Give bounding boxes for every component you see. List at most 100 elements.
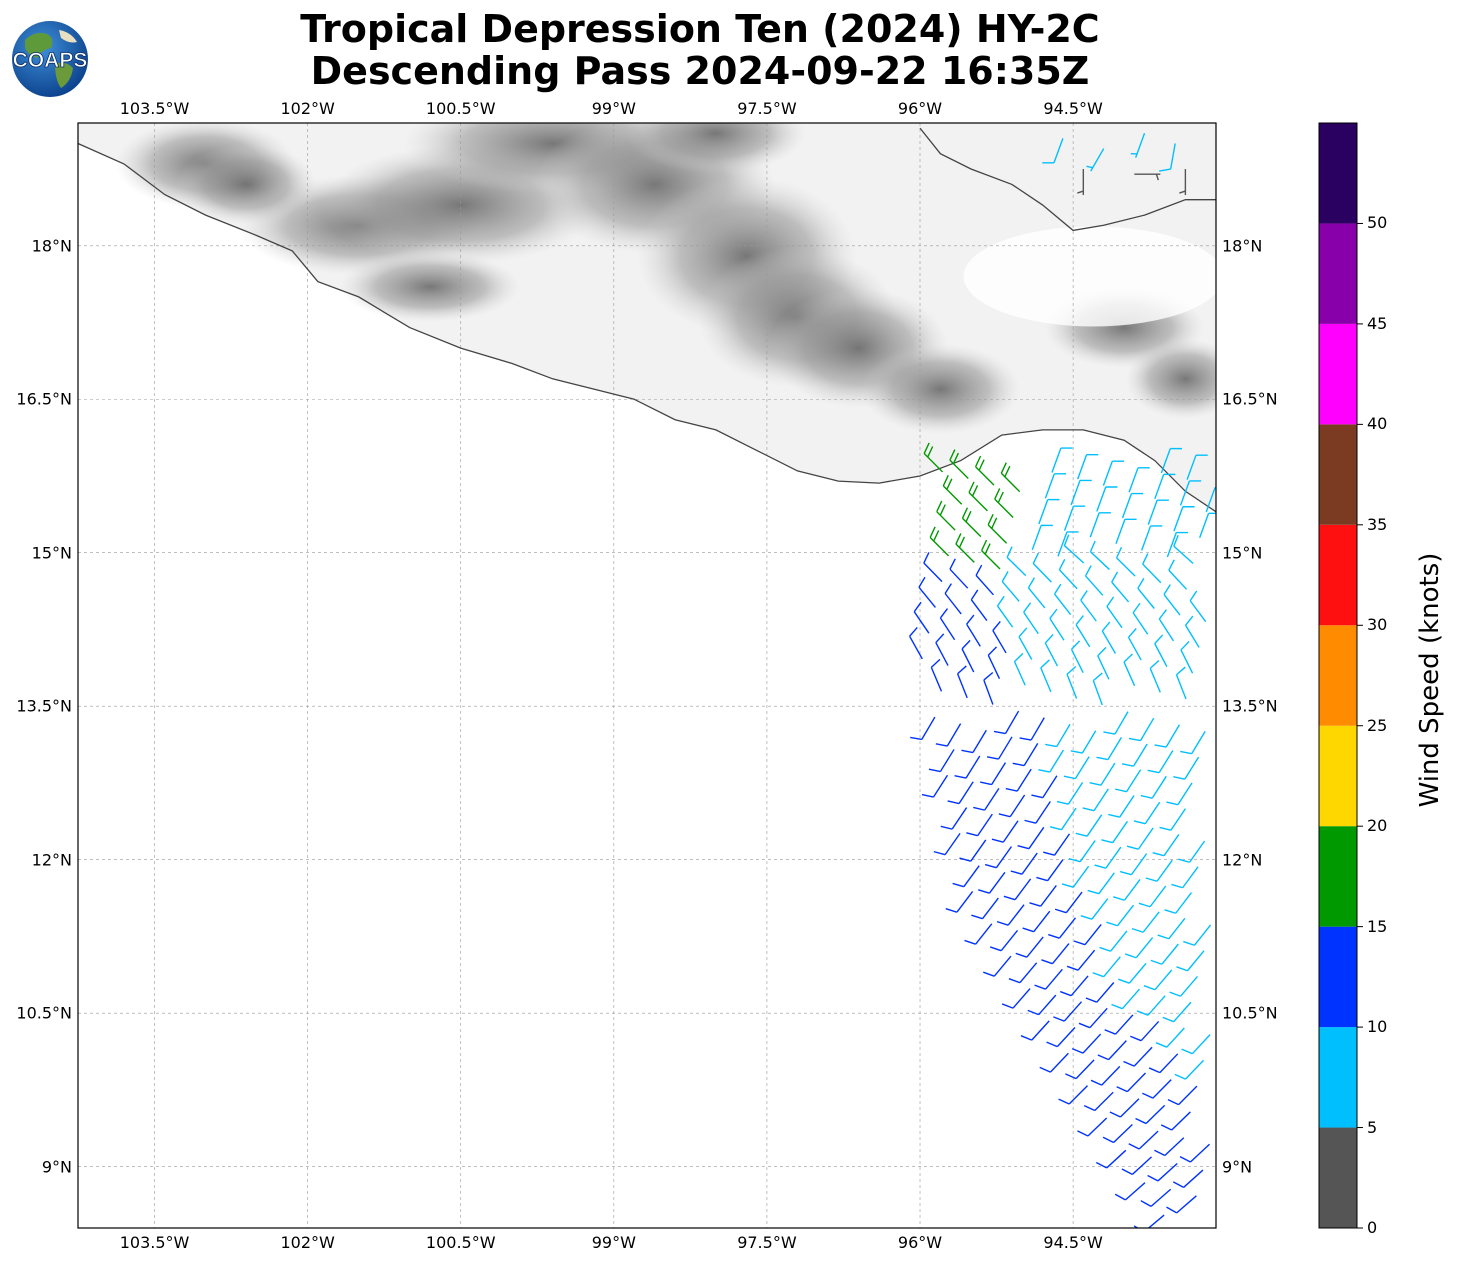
wind-barb [1173,534,1194,565]
coastline [78,127,1216,513]
wind-barb [1159,143,1176,172]
wind-barb [1133,801,1161,825]
wind-barb [1080,590,1097,622]
wind-barb [1183,924,1212,946]
colorbar-tick-label: 45 [1367,313,1388,333]
wind-barb [1172,1169,1204,1189]
wind-barb [936,500,956,531]
wind-barb [1128,1130,1159,1150]
wind-barb [992,621,1007,654]
wind-barb [1155,1027,1185,1048]
wind-barb [1159,808,1187,831]
wind-barb [1118,962,1147,984]
wind-barb [1040,659,1052,693]
wind-barb [1041,943,1070,965]
colorbar-segment [1319,424,1357,525]
wind-barb [964,923,993,945]
wind-barb [1057,531,1079,557]
wind-barb [1061,865,1090,888]
colorbar-segment [1319,123,1357,224]
wind-barb [1134,173,1161,181]
wind-barb [947,781,974,805]
wind-barb [952,865,980,888]
wind-barb [1010,852,1038,875]
wind-barb [942,475,963,505]
colorbar-tick-label: 25 [1367,715,1388,735]
lon-tick-top: 99°W [591,99,636,118]
wind-barb [1048,917,1077,939]
wind-barb [1094,846,1122,869]
wind-barb [1154,634,1168,667]
lat-tick-left: 12°N [31,850,72,870]
wind-barb [984,846,1013,869]
wind-barb [1121,743,1148,767]
wind-barb [1073,923,1102,946]
wind-barb [1124,937,1154,959]
wind-barb [1101,820,1129,844]
wind-barb [1148,1053,1179,1074]
wind-barb [1015,936,1044,958]
wind-barb [1092,672,1103,706]
wind-barb [1154,473,1176,500]
wind-barb [1140,775,1167,799]
wind-barb [1108,795,1135,818]
wind-barb [944,583,962,615]
wind-barb [1070,640,1084,673]
wind-barb [1039,1052,1069,1073]
wind-barb [1147,1162,1178,1182]
wind-barb [971,897,999,920]
lon-tick-bottom: 96°W [897,1233,943,1252]
wind-barb [980,762,1007,786]
pacific-coastline [78,142,1216,513]
wind-barb [983,671,994,705]
wind-barb [1053,1001,1083,1022]
colorbar-segment [1319,323,1357,425]
wind-barb [1173,756,1200,780]
wind-barb [1175,666,1187,700]
wind-barb [1106,904,1135,927]
colorbar-tick-label: 0 [1367,1218,1378,1237]
wind-barb [1179,169,1187,196]
wind-barb [1027,577,1046,609]
wind-barb [1138,885,1167,908]
wind-barb [968,481,988,512]
wind-barb [1181,1034,1211,1055]
wind-barb [1092,956,1121,978]
wind-barb [1049,807,1077,831]
wind-barb [949,558,969,589]
wind-barb [1101,621,1117,654]
wind-barb [961,507,982,538]
wind-barb [1063,534,1085,564]
lat-tick-right: 9°N [1222,1157,1253,1177]
wind-barb [1136,995,1166,1016]
wind-barb [1003,878,1032,901]
wind-barb [1020,1020,1050,1041]
wind-barb [1089,512,1111,538]
lat-tick-right: 15°N [1222,543,1263,563]
wind-barb [1158,609,1175,642]
wind-barb [1001,988,1031,1009]
wind-barb [1154,724,1181,748]
wind-barb [1077,169,1085,196]
wind-barb [1150,943,1179,965]
wind-barb [1131,911,1160,933]
wind-barb [1180,640,1194,674]
wind-barb [1169,976,1199,997]
terrain-shading [78,123,1216,512]
wind-barb [1084,565,1104,596]
wind-barb [1123,1046,1153,1067]
wind-barb [1186,454,1208,480]
wind-barb [1023,602,1039,635]
wind-barb [1070,479,1092,506]
colorbar-tick-label: 40 [1367,414,1388,434]
wind-barb [993,710,1020,735]
wind-barb [1116,1072,1147,1093]
lat-tick-right: 18°N [1222,236,1263,256]
wind-barb [1128,467,1150,493]
wind-barb [1000,462,1021,493]
colorbar-segment [1319,223,1357,324]
wind-barb [1145,859,1173,882]
wind-barb [1115,546,1136,577]
wind-barb [975,564,994,596]
wind-barb [1046,1027,1076,1048]
